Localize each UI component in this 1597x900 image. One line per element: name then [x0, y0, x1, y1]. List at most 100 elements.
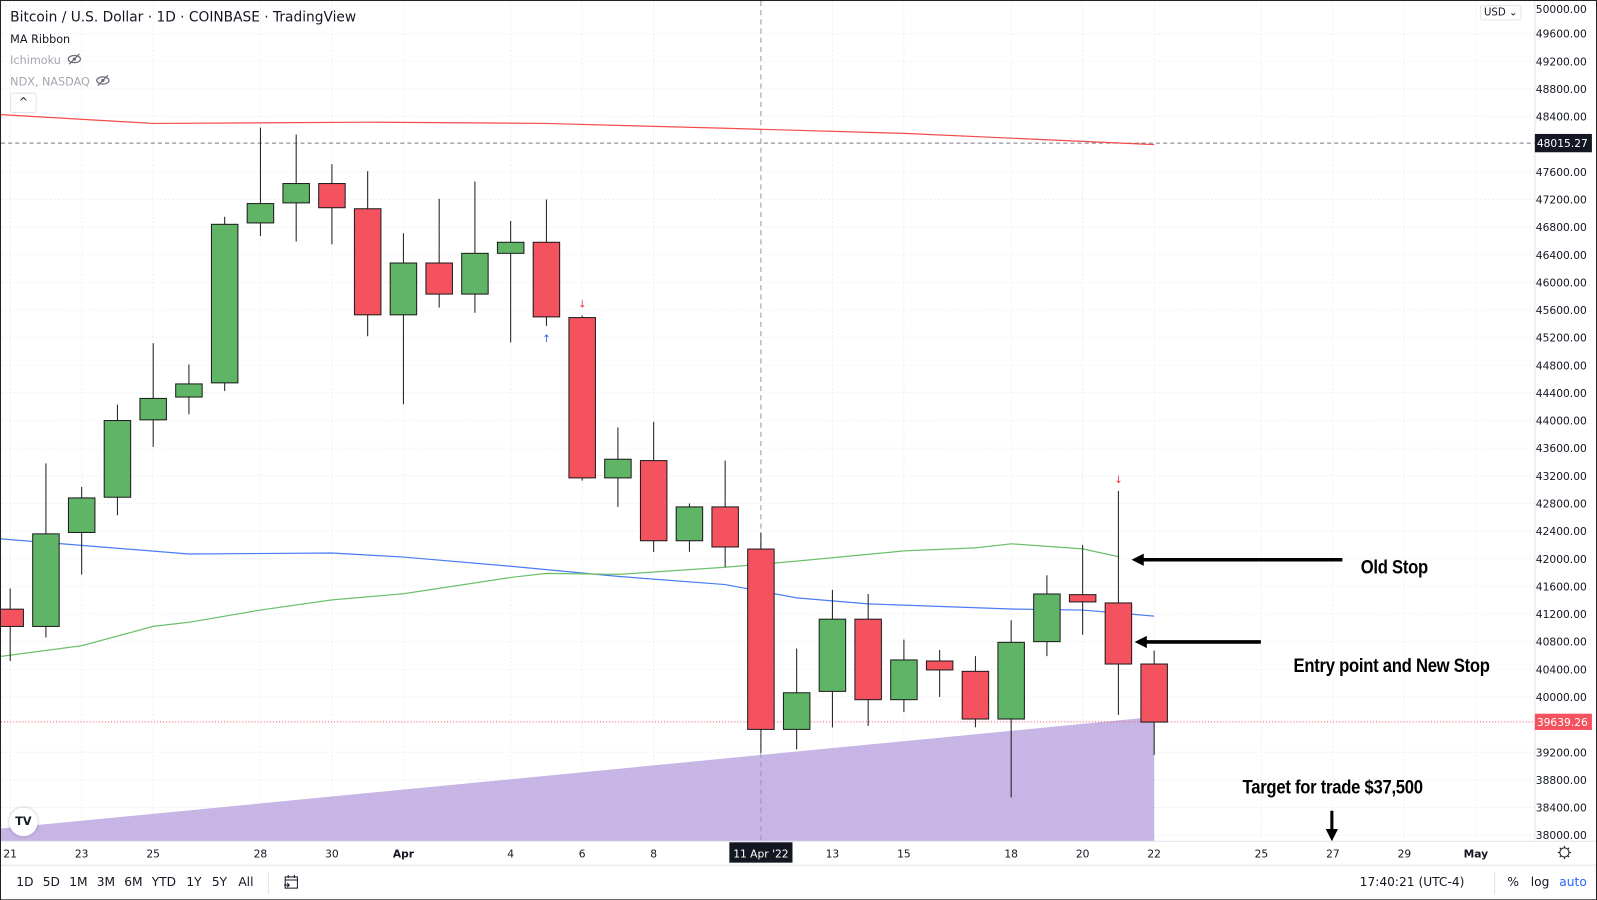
range-all[interactable]: All [238, 874, 254, 890]
candle-down [854, 618, 882, 701]
candle-up [210, 223, 239, 384]
moving-average-line [1, 538, 1155, 617]
price-tick-label: 50000.00 [1536, 3, 1587, 16]
candle-up [782, 692, 811, 730]
collapse-legend-button[interactable]: ^ [10, 92, 37, 114]
candle-up [246, 203, 275, 224]
candle-down [568, 317, 596, 479]
price-tick-label: 38000.00 [1536, 829, 1587, 842]
price-tick-label: 41200.00 [1536, 608, 1587, 621]
hidden-eye-icon[interactable] [67, 50, 81, 71]
range-1m[interactable]: 1M [69, 874, 88, 890]
annotation-entry-point: Entry point and New Stop [1293, 655, 1490, 678]
symbol-title: Bitcoin / U.S. Dollar · 1D · COINBASE · … [10, 9, 357, 26]
time-tick-label: 4 [507, 848, 514, 861]
auto-scale-toggle[interactable]: auto [1559, 874, 1587, 890]
candle-up [103, 420, 132, 498]
log-scale-toggle[interactable]: log [1530, 874, 1550, 890]
candle-down [318, 183, 346, 209]
candle-down [353, 208, 382, 316]
candle-up [282, 183, 310, 204]
price-tick-label: 42400.00 [1536, 525, 1587, 538]
price-tick-label: 44000.00 [1536, 415, 1587, 428]
price-tick-label: 38800.00 [1536, 774, 1587, 787]
range-6m[interactable]: 6M [124, 874, 143, 890]
candle-up [1033, 593, 1061, 643]
chart-legend: Bitcoin / U.S. Dollar · 1D · COINBASE · … [10, 7, 356, 93]
price-tick-label: 39200.00 [1536, 746, 1587, 759]
price-tick-label: 48400.00 [1536, 111, 1587, 124]
indicator-ndx[interactable]: NDX, NASDAQ [10, 75, 90, 89]
price-chart[interactable]: ↓↑↓50000.0049600.0049200.0048800.0048400… [1, 1, 1596, 865]
price-tick-label: 47200.00 [1536, 194, 1587, 207]
target-arrow-head [1325, 829, 1338, 842]
settings-gear-icon[interactable] [1557, 845, 1572, 860]
toolbar-divider [1494, 871, 1496, 895]
candle-up [675, 506, 704, 542]
time-tick-label: 21 [3, 848, 17, 861]
time-tick-label: 20 [1076, 848, 1090, 861]
price-tick-label: 48800.00 [1536, 83, 1587, 96]
candle-down [961, 670, 990, 720]
time-tick-label: 8 [650, 848, 657, 861]
time-tick-label: 25 [1255, 848, 1269, 861]
price-tick-label: 43200.00 [1536, 470, 1587, 483]
range-5y[interactable]: 5Y [211, 874, 228, 890]
currency-selector[interactable]: USD ⌄ [1479, 5, 1522, 21]
price-tick-label: 45600.00 [1536, 304, 1587, 317]
crosshair-date-bg [729, 842, 793, 863]
range-3m[interactable]: 3M [96, 874, 116, 890]
moving-average-line [1, 543, 1119, 658]
time-tick-label: Apr [393, 848, 415, 861]
candle-up [67, 497, 96, 533]
support-trend-area [1, 716, 1155, 842]
price-label-last: 39639.26 [1537, 716, 1588, 729]
annotation-target: Target for trade $37,500 [1242, 777, 1423, 799]
annotation-old-stop: Old Stop [1360, 557, 1429, 579]
range-1y[interactable]: 1Y [186, 874, 202, 890]
price-label-last-bg [1534, 713, 1592, 730]
percent-scale-toggle[interactable]: % [1507, 874, 1519, 890]
range-ytd[interactable]: YTD [151, 874, 177, 890]
price-tick-label: 46000.00 [1536, 276, 1587, 289]
range-5d[interactable]: 5D [42, 874, 60, 890]
candle-up [175, 383, 203, 398]
candle-down [925, 660, 954, 671]
price-tick-label: 40800.00 [1536, 636, 1587, 649]
time-axis [1, 841, 1596, 865]
candle-up [604, 458, 632, 479]
tradingview-logo[interactable]: TV [9, 807, 38, 837]
price-tick-label: 46400.00 [1536, 249, 1587, 262]
candle-up [139, 397, 167, 421]
candle-down [1104, 602, 1133, 665]
time-tick-label: 22 [1147, 848, 1161, 861]
indicator-ma-ribbon[interactable]: MA Ribbon [10, 32, 71, 46]
price-tick-label: 49200.00 [1536, 55, 1587, 68]
price-tick-label: 42800.00 [1536, 498, 1587, 511]
range-1d[interactable]: 1D [16, 874, 34, 890]
goto-date-calendar-icon[interactable] [283, 874, 299, 893]
time-tick-label: 28 [254, 848, 268, 861]
hidden-eye-icon[interactable] [96, 71, 110, 92]
moving-average-line [1, 113, 1155, 146]
candle-up [32, 533, 60, 627]
price-tick-label: 38400.00 [1536, 802, 1587, 815]
candle-down [711, 506, 739, 548]
candle-up [496, 241, 525, 254]
time-tick-label: 13 [826, 848, 840, 861]
sell-signal-arrow: ↓ [578, 299, 587, 310]
candle-down [1140, 663, 1168, 723]
clock-timezone[interactable]: 17:40:21 (UTC-4) [1359, 874, 1465, 890]
price-tick-label: 47600.00 [1536, 166, 1587, 179]
candle-up [461, 252, 489, 295]
price-label-ma: 48015.27 [1537, 137, 1588, 150]
indicator-ichimoku[interactable]: Ichimoku [10, 53, 61, 68]
price-label-ma-bg [1534, 133, 1592, 153]
price-tick-label: 40000.00 [1536, 691, 1587, 704]
price-tick-label: 45200.00 [1536, 332, 1587, 345]
candle-down [1, 608, 24, 627]
time-tick-label: 29 [1398, 848, 1412, 861]
price-tick-label: 40400.00 [1536, 663, 1587, 676]
